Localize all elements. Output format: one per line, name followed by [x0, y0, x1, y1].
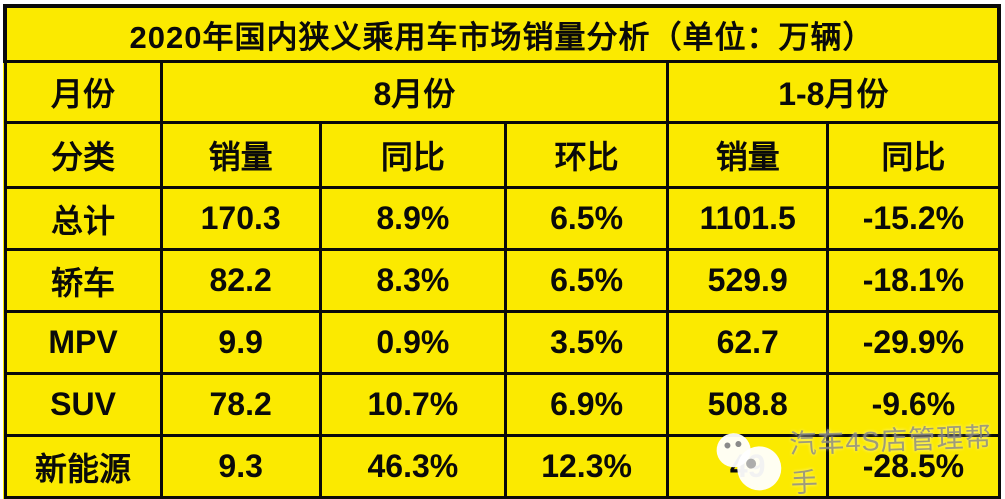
cell-aug-sales: 170.3	[159, 186, 322, 251]
cell-aug-yoy: 0.9%	[318, 310, 508, 375]
cell-category: 新能源	[3, 434, 163, 499]
cell-ytd-yoy: -29.9%	[826, 310, 1001, 375]
cell-aug-sales: 78.2	[159, 372, 322, 437]
header-august: 8月份	[159, 60, 670, 124]
cell-aug-sales: 9.3	[159, 434, 322, 499]
cell-aug-yoy: 46.3%	[318, 434, 508, 499]
cell-ytd-sales: 62.7	[666, 310, 830, 375]
cell-aug-mom: 6.5%	[503, 248, 670, 313]
cell-ytd-yoy: -9.6%	[826, 372, 1001, 437]
cell-aug-yoy: 10.7%	[318, 372, 508, 437]
cell-ytd-sales: 508.8	[666, 372, 830, 437]
header-category: 分类	[3, 121, 163, 189]
period-header-row: 月份 8月份 1-8月份	[3, 60, 1001, 124]
header-aug-sales: 销量	[159, 121, 322, 189]
cell-ytd-sales: 49	[666, 434, 830, 499]
header-ytd-sales: 销量	[666, 121, 830, 189]
cell-aug-yoy: 8.3%	[318, 248, 508, 313]
cell-category: SUV	[3, 372, 163, 437]
cell-ytd-yoy: -28.5%	[826, 434, 1001, 499]
table-row-suv: SUV 78.2 10.7% 6.9% 508.8 -9.6%	[3, 372, 1001, 437]
cell-aug-mom: 3.5%	[503, 310, 670, 375]
table-title: 2020年国内狭义乘用车市场销量分析（单位：万辆）	[3, 4, 1001, 63]
table-row-nev: 新能源 9.3 46.3% 12.3% 49 -28.5%	[3, 434, 1001, 499]
cell-ytd-yoy: -15.2%	[826, 186, 1001, 251]
cell-aug-sales: 9.9	[159, 310, 322, 375]
header-ytd-yoy: 同比	[826, 121, 1001, 189]
cell-ytd-sales: 529.9	[666, 248, 830, 313]
table-row-sedan: 轿车 82.2 8.3% 6.5% 529.9 -18.1%	[3, 248, 1001, 313]
cell-category: MPV	[3, 310, 163, 375]
cell-aug-mom: 6.9%	[503, 372, 670, 437]
cell-ytd-yoy: -18.1%	[826, 248, 1001, 313]
column-header-row: 分类 销量 同比 环比 销量 同比	[3, 121, 1001, 189]
cell-category: 轿车	[3, 248, 163, 313]
header-aug-mom: 环比	[503, 121, 670, 189]
table-row-total: 总计 170.3 8.9% 6.5% 1101.5 -15.2%	[3, 186, 1001, 251]
cell-aug-mom: 12.3%	[503, 434, 670, 499]
sales-table: 2020年国内狭义乘用车市场销量分析（单位：万辆） 月份 8月份 1-8月份 分…	[3, 4, 1001, 499]
cell-ytd-sales: 1101.5	[666, 186, 830, 251]
cell-category: 总计	[3, 186, 163, 251]
cell-aug-yoy: 8.9%	[318, 186, 508, 251]
cell-aug-sales: 82.2	[159, 248, 322, 313]
header-jan-aug: 1-8月份	[666, 60, 1001, 124]
title-row: 2020年国内狭义乘用车市场销量分析（单位：万辆）	[3, 4, 1001, 63]
header-month: 月份	[3, 60, 163, 124]
cell-aug-mom: 6.5%	[503, 186, 670, 251]
table-row-mpv: MPV 9.9 0.9% 3.5% 62.7 -29.9%	[3, 310, 1001, 375]
header-aug-yoy: 同比	[318, 121, 508, 189]
